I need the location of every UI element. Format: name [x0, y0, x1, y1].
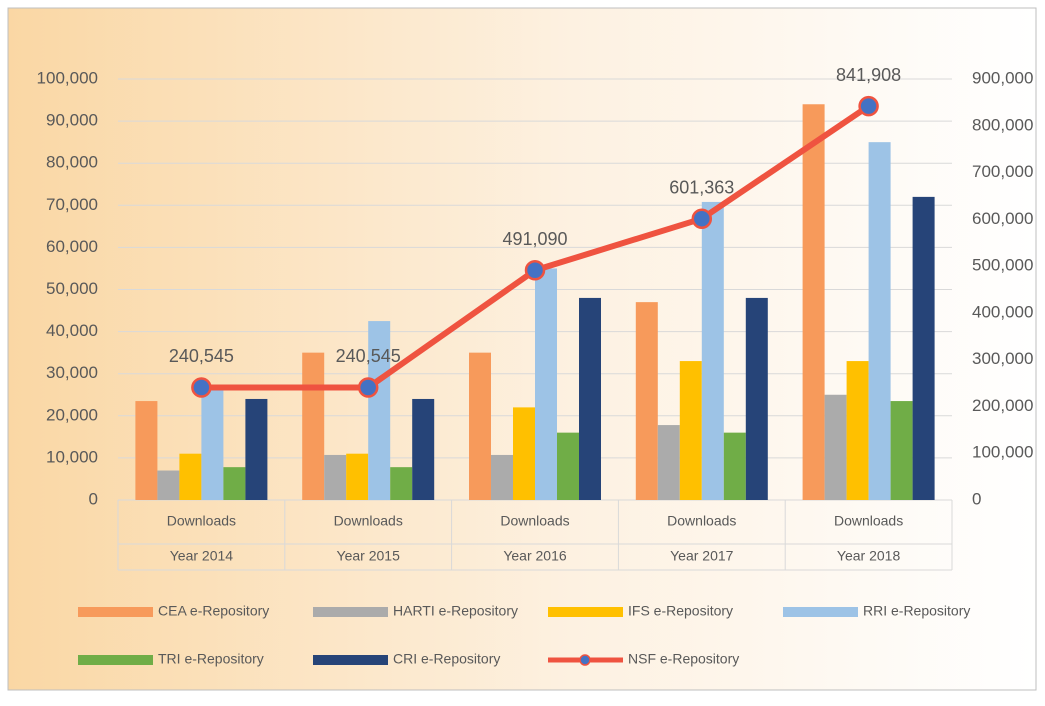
bar	[368, 321, 391, 500]
x-tick-label: Year 2014	[170, 548, 234, 564]
bar	[469, 352, 491, 500]
data-label: 601,363	[669, 177, 734, 197]
bar	[412, 398, 435, 500]
x-tick-label: Year 2018	[837, 548, 901, 564]
bar	[557, 432, 579, 500]
bar	[157, 470, 180, 500]
legend-swatch	[78, 607, 153, 617]
x-sublabel: Downloads	[667, 513, 736, 529]
bar	[223, 467, 246, 500]
legend-swatch	[78, 655, 153, 665]
data-label: 841,908	[836, 65, 901, 85]
bar	[302, 352, 325, 500]
y2-tick-label: 200,000	[972, 396, 1033, 415]
legend-swatch	[313, 655, 388, 665]
bar	[135, 401, 158, 500]
bar	[657, 425, 680, 500]
bar	[912, 196, 935, 500]
x-sublabel: Downloads	[500, 513, 569, 529]
y2-tick-label: 0	[972, 489, 981, 508]
legend-swatch	[548, 607, 623, 617]
legend-swatch-marker	[579, 654, 591, 666]
x-tick-label: Year 2015	[337, 548, 401, 564]
bar	[701, 201, 724, 500]
y-tick-label: 10,000	[46, 447, 98, 466]
bar	[802, 104, 825, 500]
y-tick-label: 0	[89, 489, 98, 508]
y-tick-label: 30,000	[46, 363, 98, 382]
x-tick-label: Year 2016	[503, 548, 567, 564]
y2-tick-label: 800,000	[972, 115, 1033, 134]
legend-label: CRI e-Repository	[393, 651, 500, 667]
legend-label: IFS e-Repository	[628, 603, 733, 619]
bar	[513, 407, 535, 500]
legend-label: NSF e-Repository	[628, 651, 739, 667]
y-tick-label: 60,000	[46, 237, 98, 256]
y2-tick-label: 300,000	[972, 349, 1033, 368]
bar	[635, 302, 658, 500]
bar	[324, 454, 347, 500]
y-tick-label: 80,000	[46, 153, 98, 172]
y2-tick-label: 400,000	[972, 302, 1033, 321]
bar	[201, 386, 224, 500]
bar	[679, 361, 702, 500]
y-tick-label: 90,000	[46, 111, 98, 130]
legend-label: CEA e-Repository	[158, 603, 269, 619]
bar	[868, 142, 891, 500]
y-tick-label: 50,000	[46, 279, 98, 298]
y2-tick-label: 100,000	[972, 443, 1033, 462]
bar	[824, 394, 847, 500]
legend-swatch	[313, 607, 388, 617]
y2-tick-label: 900,000	[972, 68, 1033, 87]
y-tick-label: 70,000	[46, 195, 98, 214]
bar	[890, 401, 913, 500]
line-marker	[357, 377, 379, 398]
bar	[179, 453, 202, 500]
y-tick-label: 20,000	[46, 405, 98, 424]
line-marker	[858, 95, 879, 117]
y-tick-label: 40,000	[46, 321, 98, 340]
data-label: 491,090	[502, 229, 567, 249]
y2-tick-label: 600,000	[972, 209, 1033, 228]
bar	[491, 454, 513, 500]
legend-label: HARTI e-Repository	[393, 603, 518, 619]
bar	[745, 297, 768, 500]
data-label: 240,545	[336, 346, 401, 366]
data-label: 240,545	[169, 346, 234, 366]
bar	[579, 297, 601, 500]
bar	[346, 453, 369, 500]
bar	[245, 398, 268, 500]
bar	[723, 432, 746, 500]
line-marker	[191, 377, 212, 398]
legend-label: TRI e-Repository	[158, 651, 264, 667]
bar	[390, 467, 413, 500]
x-tick-label: Year 2017	[670, 548, 734, 564]
x-sublabel: Downloads	[334, 513, 403, 529]
line-marker	[691, 208, 713, 229]
y2-tick-label: 700,000	[972, 162, 1033, 181]
y-tick-label: 100,000	[37, 68, 98, 87]
legend-swatch	[783, 607, 858, 617]
chart-background	[7, 7, 1037, 691]
bar	[846, 361, 869, 500]
bar	[535, 268, 557, 500]
legend-label: RRI e-Repository	[863, 603, 970, 619]
line-marker	[524, 260, 546, 281]
x-sublabel: Downloads	[834, 513, 903, 529]
x-sublabel: Downloads	[167, 513, 236, 529]
y2-tick-label: 500,000	[972, 256, 1033, 275]
